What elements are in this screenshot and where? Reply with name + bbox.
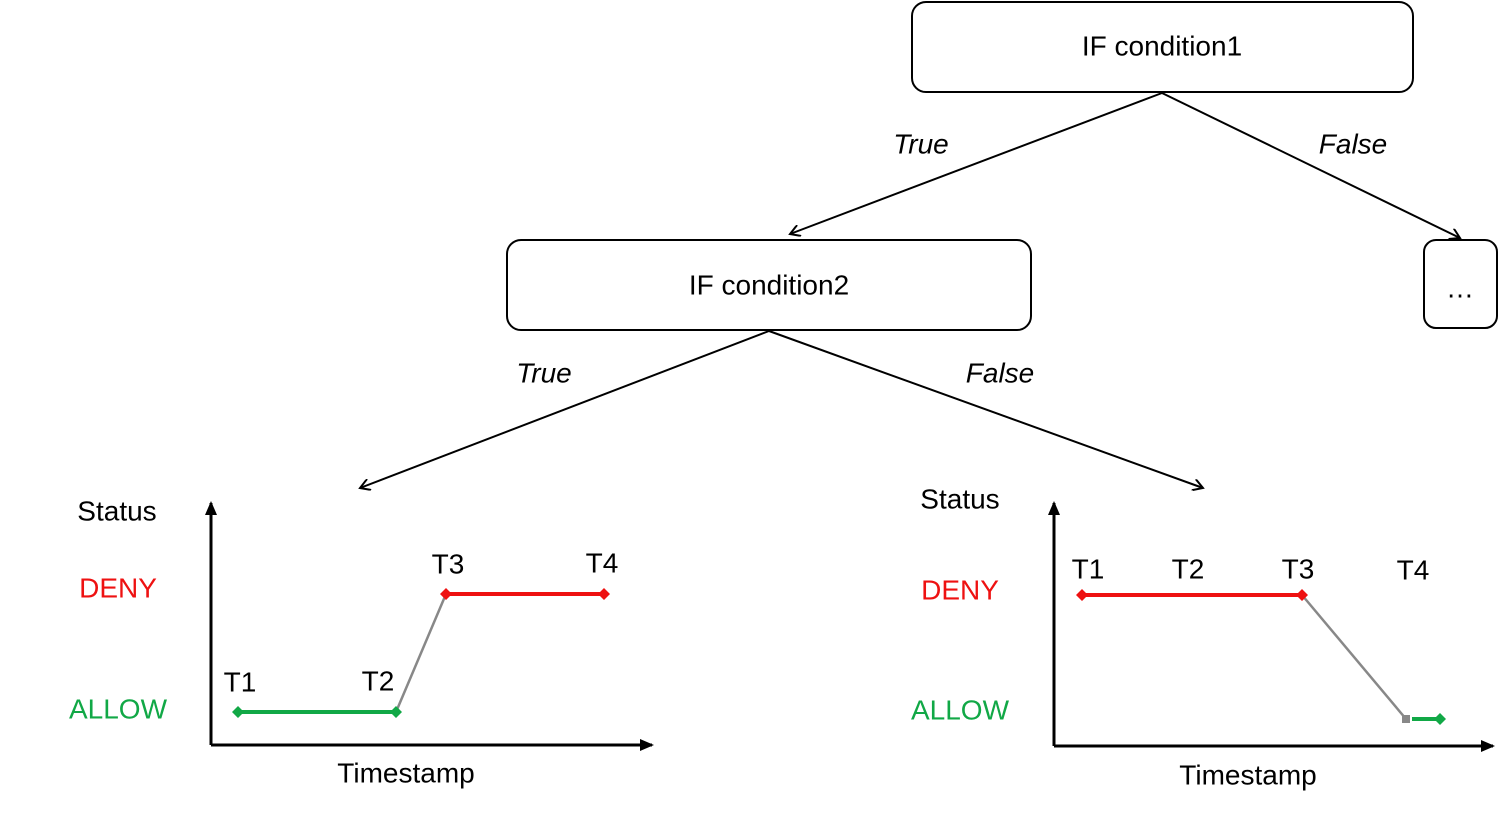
time-label: T2	[362, 665, 395, 696]
edge-label: False	[1319, 128, 1387, 159]
axis-label: Timestamp	[1179, 759, 1316, 790]
edge	[768, 330, 1203, 488]
time-label: T2	[1172, 553, 1205, 584]
state-label: ALLOW	[911, 694, 1010, 725]
state-label: DENY	[921, 574, 999, 605]
node-label: IF condition1	[1082, 30, 1242, 61]
edge	[790, 92, 1163, 234]
state-label: DENY	[79, 572, 157, 603]
edge-label: True	[516, 357, 572, 388]
transition-line	[394, 593, 448, 713]
time-label: T3	[432, 548, 465, 579]
time-label: T4	[586, 547, 619, 578]
time-label: T1	[224, 666, 257, 697]
state-label: ALLOW	[69, 693, 168, 724]
transition-line	[1301, 594, 1407, 720]
node-label: …	[1446, 272, 1474, 303]
point	[1402, 715, 1410, 723]
axis-label: Timestamp	[337, 757, 474, 788]
time-label: T3	[1282, 553, 1315, 584]
node-box	[911, 1, 1414, 93]
axis-label: Status	[920, 483, 999, 514]
time-label: T1	[1072, 553, 1105, 584]
edge-label: False	[966, 357, 1034, 388]
time-label: T4	[1397, 554, 1430, 585]
edge-label: True	[893, 128, 949, 159]
axis-label: Status	[77, 495, 156, 526]
edge	[1161, 92, 1460, 238]
point	[1434, 713, 1446, 725]
node-label: IF condition2	[689, 269, 849, 300]
node-box	[506, 239, 1032, 331]
edge	[360, 330, 770, 488]
